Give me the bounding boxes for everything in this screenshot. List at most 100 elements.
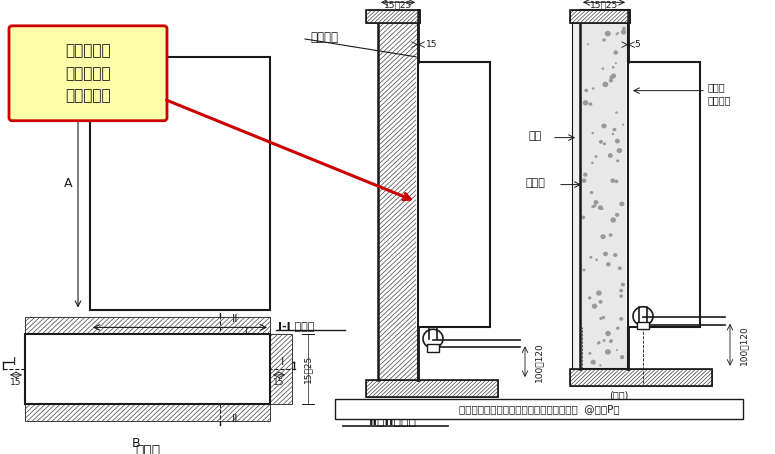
Circle shape [620,355,625,359]
Text: 钢丝网: 钢丝网 [525,178,545,188]
Circle shape [601,123,607,128]
Circle shape [602,339,605,342]
Circle shape [589,103,592,106]
Circle shape [602,82,608,87]
Circle shape [583,100,588,105]
Bar [335,399,743,419]
Text: 100～120: 100～120 [739,325,748,365]
Circle shape [609,339,613,342]
Text: C: C [244,327,252,337]
Circle shape [615,33,618,35]
Circle shape [611,217,616,222]
Circle shape [621,282,625,286]
Circle shape [599,140,603,144]
FancyBboxPatch shape [9,26,167,121]
Text: II: II [232,415,239,424]
Circle shape [619,289,623,292]
Circle shape [592,304,598,309]
Circle shape [611,133,615,135]
Circle shape [588,352,591,355]
Circle shape [601,207,604,210]
Circle shape [615,180,618,183]
Circle shape [621,30,626,35]
Bar [572,10,580,369]
Circle shape [612,66,615,69]
Circle shape [584,89,588,92]
Circle shape [599,317,603,320]
Circle shape [622,123,624,126]
Circle shape [598,341,601,344]
Circle shape [583,268,586,271]
Text: 暗装消火栓箱砖墙、混凝土墙上安装固头示  @消防P哥: 暗装消火栓箱砖墙、混凝土墙上安装固头示 @消防P哥 [459,404,619,414]
Bar [570,10,630,23]
Circle shape [605,349,611,355]
Circle shape [616,159,619,162]
Circle shape [602,38,606,42]
Bar [580,10,628,369]
Text: 消火栓箱暗
装在砖墙、
混凝土墙上: 消火栓箱暗 装在砖墙、 混凝土墙上 [65,44,111,103]
Circle shape [594,200,598,205]
Circle shape [619,317,623,321]
Circle shape [581,216,585,219]
Circle shape [619,202,625,206]
Circle shape [583,173,587,177]
Text: (钢筋混凝土墙): (钢筋混凝土墙) [388,402,428,411]
Bar [570,369,712,385]
Text: (砖墙): (砖墙) [609,390,629,400]
Text: 15: 15 [274,378,284,387]
Circle shape [615,213,619,217]
Text: 5: 5 [634,40,639,49]
Bar [416,62,420,327]
Text: 钢筋混
凝土过梁: 钢筋混 凝土过梁 [708,82,732,105]
Circle shape [608,233,612,237]
Bar [570,10,630,23]
Bar [366,10,420,23]
Text: 15－25: 15－25 [590,0,618,10]
Text: A: A [64,177,72,190]
Bar [626,62,630,327]
Bar [637,322,649,329]
Circle shape [619,294,623,298]
Circle shape [622,27,625,30]
Circle shape [603,252,608,256]
Circle shape [617,32,619,35]
Circle shape [588,296,591,300]
Bar [628,62,700,327]
Circle shape [587,43,589,45]
Text: I: I [281,357,284,367]
Circle shape [593,204,596,207]
Circle shape [608,153,613,158]
Circle shape [591,162,594,164]
Circle shape [590,191,594,194]
Circle shape [596,291,601,296]
Circle shape [590,256,592,259]
Circle shape [604,31,611,36]
Bar [570,369,712,385]
Circle shape [595,258,598,261]
Bar [25,405,270,421]
Bar [366,10,420,23]
Text: II－II剖面图: II－II剖面图 [369,415,417,428]
Circle shape [594,155,598,158]
Text: 15～25: 15～25 [384,0,412,10]
Circle shape [611,74,616,78]
Text: I-I 剖面图: I-I 剖面图 [278,321,315,331]
Circle shape [609,79,613,83]
Bar [418,62,490,327]
Circle shape [598,300,603,304]
Text: B: B [133,437,141,450]
Bar [378,10,418,380]
Circle shape [613,253,618,257]
Text: 平面图: 平面图 [135,444,160,454]
Circle shape [616,326,619,330]
Bar [270,334,292,405]
Circle shape [611,19,615,22]
Circle shape [615,139,620,143]
Circle shape [615,62,617,64]
Text: 15: 15 [426,40,438,49]
Bar [25,334,270,405]
Text: 15～25: 15～25 [304,355,312,383]
Circle shape [591,205,594,208]
Text: 100～120: 100～120 [534,342,543,381]
Bar [366,380,498,397]
